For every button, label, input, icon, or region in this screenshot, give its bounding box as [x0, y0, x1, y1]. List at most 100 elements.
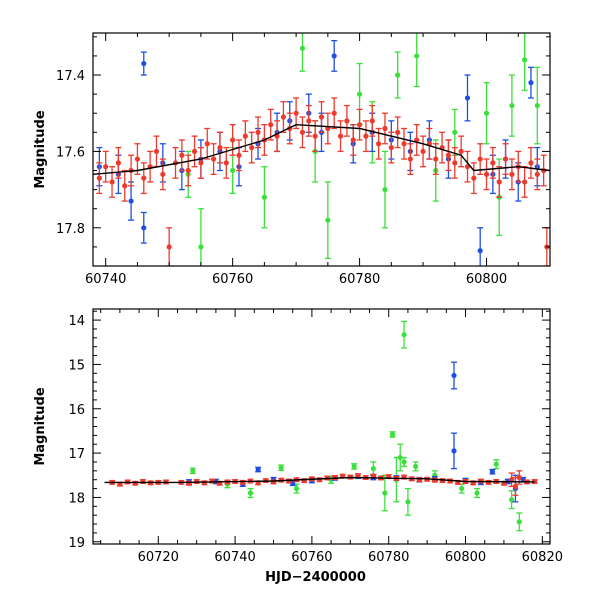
- data-point: [255, 466, 261, 473]
- data-point: [483, 171, 490, 177]
- data-point: [483, 110, 490, 116]
- data-point: [312, 133, 318, 139]
- data-point: [299, 45, 306, 51]
- data-point: [230, 137, 236, 143]
- x-tick-label: 60780: [368, 550, 409, 565]
- y-tick-label: 16: [68, 403, 85, 418]
- data-point: [376, 141, 382, 147]
- data-point: [141, 225, 147, 231]
- data-point: [420, 148, 426, 155]
- data-point: [331, 110, 337, 116]
- data-point: [516, 519, 522, 525]
- data-point: [459, 485, 465, 492]
- y-tick-label: 17.8: [56, 222, 85, 237]
- data-point: [471, 175, 477, 181]
- data-point: [230, 167, 236, 174]
- data-point: [433, 156, 439, 162]
- data-point: [293, 485, 300, 492]
- data-point: [191, 148, 198, 155]
- data-point: [236, 152, 242, 158]
- data-point: [132, 480, 138, 486]
- data-point: [451, 372, 457, 379]
- data-point: [316, 477, 323, 483]
- data-point: [363, 133, 369, 139]
- data-point: [331, 53, 337, 59]
- data-point: [160, 171, 166, 177]
- data-point: [299, 129, 306, 135]
- data-point: [401, 459, 407, 465]
- bottom-panel: 60720 60740 60760 60780 60800 60820 14 15 16 17 18…: [33, 308, 563, 585]
- data-point: [458, 148, 464, 155]
- data-point: [534, 102, 540, 109]
- x-tick-label: 60760: [291, 550, 332, 565]
- y-tick-label: 17.4: [56, 69, 85, 84]
- data-point: [278, 465, 284, 471]
- top-panel: 60740 60760 60780 60800 17.4 17.6 17.8 Magnitud…: [33, 32, 551, 287]
- data-point: [223, 160, 229, 166]
- y-axis-title: Magnitude: [33, 387, 48, 466]
- y-tick-label: 18: [68, 491, 85, 506]
- data-point: [344, 118, 350, 124]
- data-point: [128, 198, 134, 204]
- data-point: [416, 477, 423, 483]
- data-point: [485, 479, 492, 485]
- data-point: [115, 160, 121, 166]
- data-point: [109, 179, 115, 185]
- data-point: [370, 466, 376, 472]
- data-point: [301, 477, 307, 484]
- data-point: [477, 156, 483, 162]
- data-point: [464, 95, 471, 101]
- data-point: [134, 156, 141, 162]
- data-point: [242, 133, 248, 139]
- data-point: [490, 160, 496, 166]
- data-point: [452, 129, 458, 135]
- data-point: [477, 248, 483, 254]
- x-axis-title: HJD−2400000: [265, 570, 366, 585]
- data-point: [103, 164, 109, 170]
- data-point: [528, 80, 534, 86]
- data-point: [508, 497, 515, 503]
- data-point: [496, 179, 502, 185]
- data-point: [534, 171, 540, 177]
- data-point: [395, 129, 401, 135]
- data-point: [508, 477, 515, 483]
- data-point: [414, 53, 420, 59]
- top-axes-frame: [92, 32, 551, 267]
- data-point: [240, 479, 246, 485]
- data-point: [185, 167, 191, 174]
- data-point: [356, 122, 363, 128]
- data-point: [141, 60, 147, 67]
- data-point: [190, 468, 196, 474]
- data-point: [198, 160, 204, 166]
- data-point: [268, 122, 274, 128]
- y-tick-label: 14: [68, 314, 85, 329]
- data-point: [261, 194, 267, 200]
- data-point: [382, 125, 388, 132]
- data-point: [198, 244, 204, 250]
- model-curve: [104, 476, 535, 484]
- data-point: [369, 118, 375, 124]
- data-point: [382, 490, 388, 496]
- model-curve: [93, 123, 550, 175]
- y-tick-label: 17.6: [56, 145, 85, 160]
- data-point: [306, 118, 312, 124]
- data-point: [388, 144, 394, 151]
- data-point: [516, 474, 522, 481]
- bottom-plot-area: [104, 320, 538, 532]
- data-point: [201, 480, 207, 486]
- x-tick-label: 60780: [339, 272, 380, 287]
- data-point: [520, 477, 526, 483]
- data-point: [96, 175, 102, 181]
- data-point: [412, 463, 419, 470]
- data-point: [509, 171, 515, 177]
- data-point: [210, 156, 217, 162]
- y-axis-title: Magnitude: [33, 110, 48, 189]
- data-point: [522, 179, 528, 185]
- data-point: [405, 499, 411, 505]
- x-tick-label: 60800: [445, 550, 486, 565]
- x-tick-label: 60740: [214, 550, 255, 565]
- data-point: [522, 57, 528, 63]
- data-point: [397, 454, 403, 461]
- y-tick-label: 15: [68, 358, 85, 373]
- data-point: [395, 72, 401, 78]
